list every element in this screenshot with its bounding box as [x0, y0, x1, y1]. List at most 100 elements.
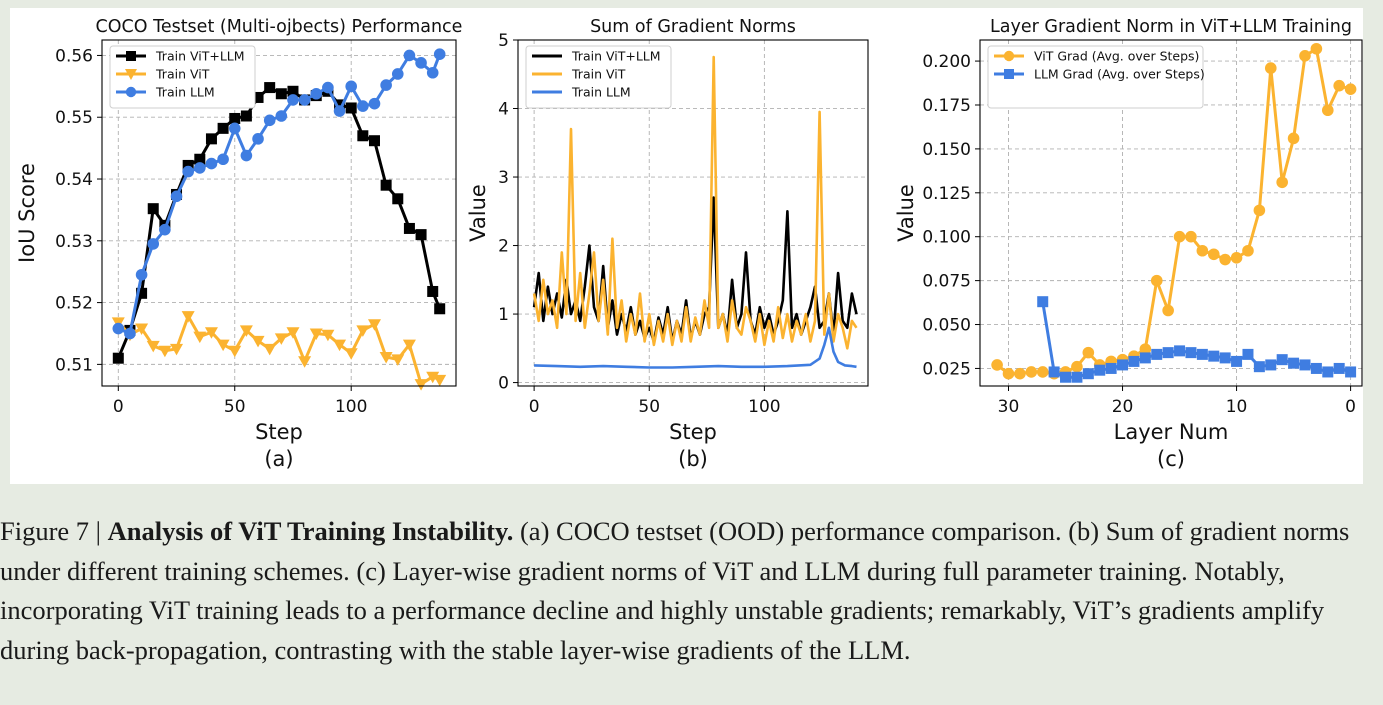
x-tick-label: 50 — [638, 397, 660, 417]
data-point — [1265, 359, 1277, 371]
legend-marker — [125, 69, 137, 80]
data-point — [1287, 132, 1300, 145]
plot-frame — [517, 39, 869, 387]
legend-label-1: LLM Grad (Avg. over Steps) — [1034, 67, 1205, 82]
data-point — [426, 371, 440, 384]
data-point — [1014, 367, 1026, 380]
data-point — [1196, 244, 1209, 257]
data-point — [1276, 354, 1288, 366]
data-point — [1230, 251, 1243, 264]
data-point — [1310, 362, 1322, 374]
data-point — [380, 179, 392, 191]
data-point — [298, 94, 311, 106]
series-line-1 — [532, 55, 858, 350]
y-tick-label: 0.150 — [922, 140, 971, 160]
data-point — [403, 49, 416, 62]
x-tick-label: 50 — [224, 397, 246, 417]
data-point — [1321, 104, 1334, 117]
data-point — [239, 325, 253, 337]
data-point — [357, 100, 369, 112]
y-tick-label: 0.050 — [922, 316, 971, 336]
panel-sublabel: (a) — [264, 447, 293, 471]
data-point — [345, 80, 357, 93]
panel-b: 0 50 100 0 1 2 3 4 5 Sum of Gradient Norms Step (b)… — [466, 17, 869, 471]
x-tick-label: 0 — [113, 397, 124, 417]
data-point — [112, 352, 124, 364]
y-tick-label: 0.175 — [922, 96, 971, 116]
data-point — [368, 135, 380, 147]
data-point — [159, 223, 171, 236]
data-point — [264, 82, 276, 94]
data-point — [1333, 79, 1345, 92]
figure: 0 50 100 0.51 0.52 0.53 0.54 0.55 0.56 COCO Tests… — [10, 8, 1363, 484]
data-point — [158, 345, 172, 358]
legend-label-0: Train ViT+LLM — [571, 49, 661, 64]
data-point — [1139, 343, 1152, 355]
x-tick-label: 0 — [529, 397, 540, 417]
y-axis-label: Value — [466, 184, 490, 242]
y-tick-label: 0.55 — [55, 108, 93, 128]
y-tick-label: 0.125 — [922, 184, 971, 204]
data-point — [1219, 253, 1231, 266]
y-axis-label: IoU Score — [15, 163, 39, 263]
series-group — [991, 42, 1357, 383]
y-axis-label: Value — [894, 184, 918, 242]
data-point — [367, 319, 381, 331]
data-point — [414, 379, 428, 391]
data-point — [1071, 360, 1083, 373]
legend-label-2: Train LLM — [155, 85, 215, 100]
figure-caption: Figure 7 | Analysis of ViT Training Inst… — [0, 512, 1383, 670]
data-point — [368, 97, 381, 110]
data-point — [1299, 359, 1311, 371]
data-point — [1048, 366, 1060, 378]
data-point — [170, 343, 184, 356]
data-point — [426, 66, 439, 79]
y-tick-label: 0.52 — [55, 294, 93, 314]
data-point — [147, 203, 159, 215]
x-axis-label: Step — [669, 420, 717, 444]
data-point — [263, 343, 277, 356]
data-point — [1139, 352, 1151, 364]
data-point — [1185, 347, 1197, 359]
legend-box — [987, 45, 1204, 109]
data-point — [228, 345, 242, 358]
data-point — [135, 268, 148, 281]
data-point — [433, 374, 447, 387]
legend-label-2: Train LLM — [571, 85, 631, 100]
legend: Train ViT+LLM Train ViT Train LLM — [525, 45, 672, 109]
data-point — [217, 153, 229, 166]
data-point — [1253, 204, 1266, 217]
data-point — [391, 68, 404, 80]
x-tick-label: 10 — [1226, 397, 1248, 417]
x-axis-label: Layer Num — [1114, 420, 1229, 444]
data-point — [344, 348, 358, 360]
panel-c: 30 20 10 0 0.025 0.050 0.075 0.100 0.125 0.150 0.1… — [894, 17, 1363, 471]
y-tick-label: 3 — [498, 168, 509, 188]
data-point — [1219, 352, 1231, 364]
data-point — [391, 354, 405, 366]
data-point — [1185, 230, 1197, 243]
data-point — [1242, 348, 1254, 360]
data-point — [240, 149, 253, 162]
legend-label-1: Train ViT — [155, 67, 210, 82]
data-point — [205, 157, 218, 170]
data-point — [434, 303, 446, 315]
data-point — [1071, 371, 1083, 383]
x-axis-label: Step — [255, 420, 303, 444]
legend-marker — [1004, 69, 1014, 79]
data-point — [181, 311, 195, 323]
data-point — [193, 331, 207, 344]
chart-title: Sum of Gradient Norms — [590, 17, 796, 37]
data-point — [415, 229, 427, 241]
data-point — [1082, 368, 1094, 380]
data-point — [287, 85, 299, 97]
data-point — [1082, 346, 1095, 359]
data-point — [345, 102, 357, 114]
series-group — [532, 55, 858, 369]
y-tick-label: 0.025 — [922, 359, 971, 379]
data-point — [228, 122, 241, 135]
data-point — [216, 339, 230, 352]
panel-sublabel: (c) — [1157, 447, 1185, 471]
data-point — [1094, 364, 1106, 376]
data-point — [205, 133, 217, 145]
